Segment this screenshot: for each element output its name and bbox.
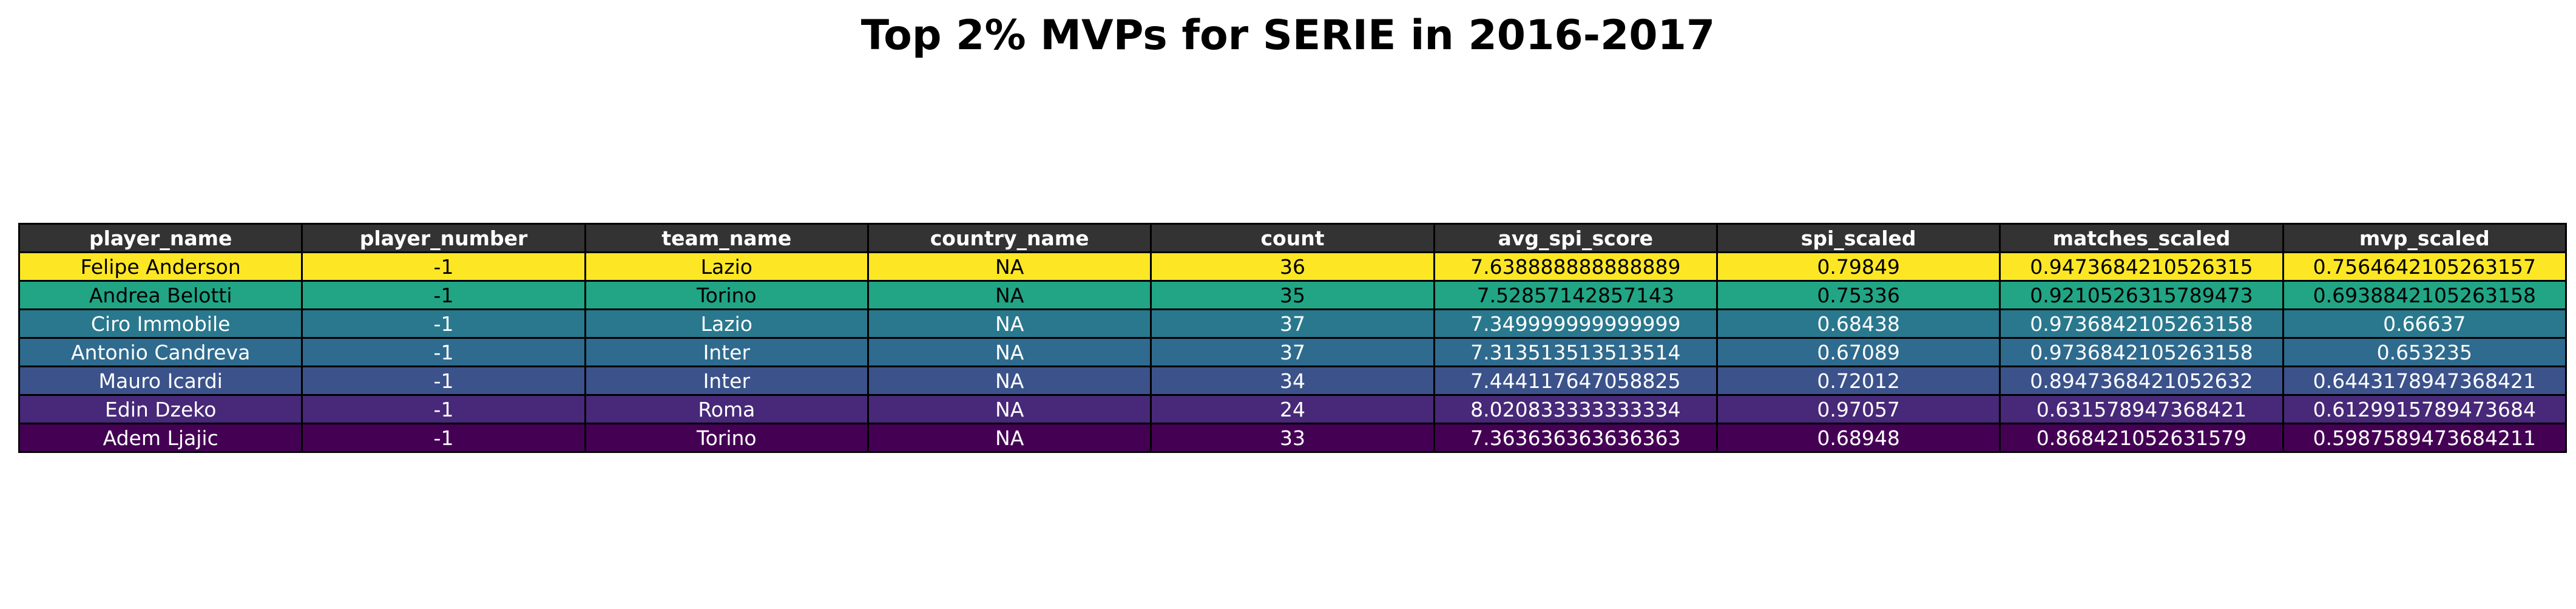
table-row: Edin Dzeko -1 Roma NA 24 8.020833333333334 0.9… <box>18 394 2568 424</box>
table-cell-mvp-scaled: 0.5987589473684211 <box>2282 423 2568 453</box>
table-cell-count: 35 <box>1150 280 1435 310</box>
table-row: Antonio Candreva -1 Inter NA 37 7.31351351351… <box>18 337 2568 367</box>
column-header-player-name: player_name <box>18 223 303 253</box>
table-cell-count: 37 <box>1150 337 1435 367</box>
table-cell-player-number: -1 <box>301 308 586 339</box>
table-cell-count: 24 <box>1150 394 1435 424</box>
table-cell-avg-spi-score: 8.020833333333334 <box>1433 394 1718 424</box>
table-cell-country-name: NA <box>867 308 1152 339</box>
table-cell-spi-scaled: 0.75336 <box>1716 280 2001 310</box>
table-cell-mvp-scaled: 0.6443178947368421 <box>2282 366 2568 396</box>
table-cell-spi-scaled: 0.97057 <box>1716 394 2001 424</box>
table-cell-avg-spi-score: 7.52857142857143 <box>1433 280 1718 310</box>
column-header-matches-scaled: matches_scaled <box>1999 223 2284 253</box>
table-cell-player-number: -1 <box>301 251 586 282</box>
table-cell-matches-scaled: 0.8947368421052632 <box>1999 366 2284 396</box>
table-cell-team-name: Roma <box>584 394 869 424</box>
table-cell-team-name: Torino <box>584 280 869 310</box>
table-header-row: player_name player_number team_name country… <box>18 223 2568 253</box>
table-cell-player-name: Mauro Icardi <box>18 366 303 396</box>
table-cell-count: 36 <box>1150 251 1435 282</box>
table-cell-matches-scaled: 0.868421052631579 <box>1999 423 2284 453</box>
mvp-table: player_name player_number team_name country… <box>18 223 2568 453</box>
table-cell-player-number: -1 <box>301 366 586 396</box>
table-cell-country-name: NA <box>867 366 1152 396</box>
table-cell-count: 37 <box>1150 308 1435 339</box>
table-cell-avg-spi-score: 7.349999999999999 <box>1433 308 1718 339</box>
column-header-mvp-scaled: mvp_scaled <box>2282 223 2568 253</box>
column-header-avg-spi-score: avg_spi_score <box>1433 223 1718 253</box>
table-cell-matches-scaled: 0.9736842105263158 <box>1999 337 2284 367</box>
table-cell-spi-scaled: 0.67089 <box>1716 337 2001 367</box>
table-row: Felipe Anderson -1 Lazio NA 36 7.638888888888… <box>18 251 2568 282</box>
table-cell-mvp-scaled: 0.7564642105263157 <box>2282 251 2568 282</box>
table-cell-avg-spi-score: 7.363636363636363 <box>1433 423 1718 453</box>
table-cell-player-name: Edin Dzeko <box>18 394 303 424</box>
table-cell-spi-scaled: 0.68438 <box>1716 308 2001 339</box>
column-header-player-number: player_number <box>301 223 586 253</box>
column-header-team-name: team_name <box>584 223 869 253</box>
table-cell-team-name: Torino <box>584 423 869 453</box>
table-cell-player-name: Antonio Candreva <box>18 337 303 367</box>
chart-title: Top 2% MVPs for SERIE in 2016-2017 <box>860 12 1716 60</box>
table-cell-mvp-scaled: 0.66637 <box>2282 308 2568 339</box>
table-cell-country-name: NA <box>867 280 1152 310</box>
table-cell-player-name: Felipe Anderson <box>18 251 303 282</box>
table-cell-matches-scaled: 0.9210526315789473 <box>1999 280 2284 310</box>
table-cell-mvp-scaled: 0.6938842105263158 <box>2282 280 2568 310</box>
table-row: Mauro Icardi -1 Inter NA 34 7.444117647058825… <box>18 366 2568 396</box>
table-cell-spi-scaled: 0.72012 <box>1716 366 2001 396</box>
table-cell-player-number: -1 <box>301 423 586 453</box>
table-cell-team-name: Inter <box>584 337 869 367</box>
table-cell-country-name: NA <box>867 337 1152 367</box>
table-cell-country-name: NA <box>867 251 1152 282</box>
column-header-count: count <box>1150 223 1435 253</box>
table-row: Adem Ljajic -1 Torino NA 33 7.363636363636363… <box>18 423 2568 453</box>
table-row: Ciro Immobile -1 Lazio NA 37 7.34999999999999… <box>18 308 2568 339</box>
table-cell-player-number: -1 <box>301 280 586 310</box>
table-cell-team-name: Lazio <box>584 308 869 339</box>
data-table-container: player_name player_number team_name country… <box>18 223 2568 466</box>
table-cell-spi-scaled: 0.79849 <box>1716 251 2001 282</box>
table-cell-mvp-scaled: 0.653235 <box>2282 337 2568 367</box>
table-cell-spi-scaled: 0.68948 <box>1716 423 2001 453</box>
column-header-spi-scaled: spi_scaled <box>1716 223 2001 253</box>
table-cell-player-number: -1 <box>301 394 586 424</box>
table-cell-matches-scaled: 0.631578947368421 <box>1999 394 2284 424</box>
table-cell-count: 34 <box>1150 366 1435 396</box>
table-cell-avg-spi-score: 7.638888888888889 <box>1433 251 1718 282</box>
table-cell-player-name: Adem Ljajic <box>18 423 303 453</box>
table-cell-player-name: Andrea Belotti <box>18 280 303 310</box>
table-cell-player-name: Ciro Immobile <box>18 308 303 339</box>
table-cell-matches-scaled: 0.9736842105263158 <box>1999 308 2284 339</box>
table-cell-mvp-scaled: 0.6129915789473684 <box>2282 394 2568 424</box>
table-cell-player-number: -1 <box>301 337 586 367</box>
table-cell-team-name: Lazio <box>584 251 869 282</box>
table-cell-avg-spi-score: 7.444117647058825 <box>1433 366 1718 396</box>
table-row: Andrea Belotti -1 Torino NA 35 7.528571428571… <box>18 280 2568 310</box>
table-cell-team-name: Inter <box>584 366 869 396</box>
table-cell-country-name: NA <box>867 423 1152 453</box>
table-cell-country-name: NA <box>867 394 1152 424</box>
table-cell-count: 33 <box>1150 423 1435 453</box>
table-body: Felipe Anderson -1 Lazio NA 36 7.638888888888… <box>18 251 2568 453</box>
table-cell-avg-spi-score: 7.313513513513514 <box>1433 337 1718 367</box>
table-cell-matches-scaled: 0.9473684210526315 <box>1999 251 2284 282</box>
column-header-country-name: country_name <box>867 223 1152 253</box>
